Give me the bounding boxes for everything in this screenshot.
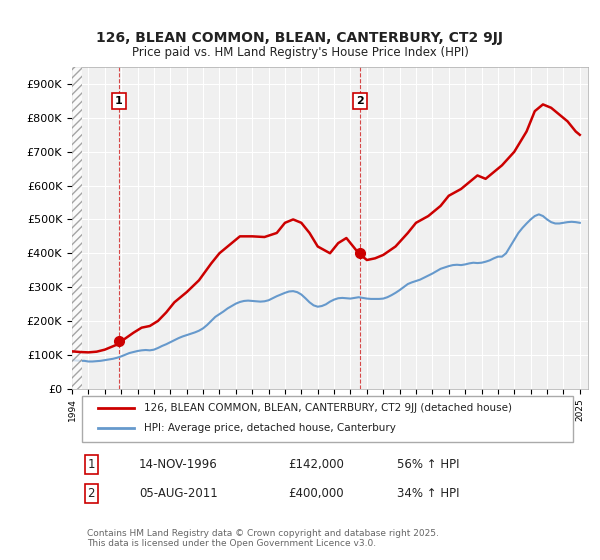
Text: 1: 1 [115, 96, 123, 106]
Text: 56% ↑ HPI: 56% ↑ HPI [397, 458, 460, 471]
Text: 126, BLEAN COMMON, BLEAN, CANTERBURY, CT2 9JJ (detached house): 126, BLEAN COMMON, BLEAN, CANTERBURY, CT… [144, 403, 512, 413]
Text: 14-NOV-1996: 14-NOV-1996 [139, 458, 218, 471]
Text: Price paid vs. HM Land Registry's House Price Index (HPI): Price paid vs. HM Land Registry's House … [131, 46, 469, 59]
Text: 1: 1 [88, 458, 95, 471]
Text: 2: 2 [88, 487, 95, 501]
Text: 2: 2 [356, 96, 364, 106]
Text: Contains HM Land Registry data © Crown copyright and database right 2025.
This d: Contains HM Land Registry data © Crown c… [88, 529, 439, 548]
Text: £142,000: £142,000 [289, 458, 344, 471]
Text: £400,000: £400,000 [289, 487, 344, 501]
Text: 05-AUG-2011: 05-AUG-2011 [139, 487, 218, 501]
Text: 126, BLEAN COMMON, BLEAN, CANTERBURY, CT2 9JJ: 126, BLEAN COMMON, BLEAN, CANTERBURY, CT… [97, 31, 503, 45]
FancyBboxPatch shape [82, 396, 572, 442]
Text: 34% ↑ HPI: 34% ↑ HPI [397, 487, 460, 501]
Text: HPI: Average price, detached house, Canterbury: HPI: Average price, detached house, Cant… [144, 423, 396, 433]
Polygon shape [72, 67, 82, 389]
